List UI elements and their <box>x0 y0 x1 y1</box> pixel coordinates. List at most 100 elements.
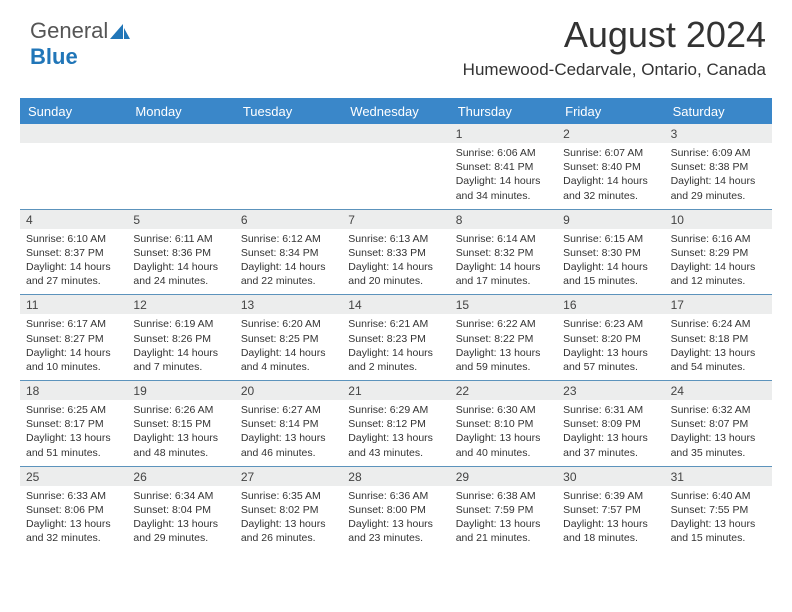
daylight-text-2: and 12 minutes. <box>671 274 766 288</box>
sunset-text: Sunset: 8:07 PM <box>671 417 766 431</box>
daylight-text-2: and 4 minutes. <box>241 360 336 374</box>
sunrise-text: Sunrise: 6:22 AM <box>456 317 551 331</box>
daynum-row: 45678910 <box>20 209 772 229</box>
day-header: Friday <box>557 98 664 124</box>
daylight-text-2: and 37 minutes. <box>563 446 658 460</box>
daylight-text-2: and 32 minutes. <box>563 189 658 203</box>
daylight-text-2: and 15 minutes. <box>563 274 658 288</box>
daylight-text-2: and 2 minutes. <box>348 360 443 374</box>
day-number: 19 <box>127 381 234 400</box>
sunset-text: Sunset: 8:17 PM <box>26 417 121 431</box>
daylight-text-1: Daylight: 14 hours <box>563 174 658 188</box>
day-number: 7 <box>342 210 449 229</box>
details-row: Sunrise: 6:25 AMSunset: 8:17 PMDaylight:… <box>20 400 772 466</box>
day-cell: Sunrise: 6:11 AMSunset: 8:36 PMDaylight:… <box>127 229 234 295</box>
day-number <box>235 124 342 143</box>
day-cell: Sunrise: 6:19 AMSunset: 8:26 PMDaylight:… <box>127 314 234 380</box>
daylight-text-2: and 43 minutes. <box>348 446 443 460</box>
day-number: 6 <box>235 210 342 229</box>
daylight-text-2: and 57 minutes. <box>563 360 658 374</box>
sunset-text: Sunset: 8:27 PM <box>26 332 121 346</box>
daylight-text-2: and 24 minutes. <box>133 274 228 288</box>
sunrise-text: Sunrise: 6:15 AM <box>563 232 658 246</box>
logo: General Blue <box>30 18 130 70</box>
day-header-row: Sunday Monday Tuesday Wednesday Thursday… <box>20 98 772 124</box>
day-number <box>20 124 127 143</box>
sunrise-text: Sunrise: 6:07 AM <box>563 146 658 160</box>
weeks-container: 123 Sunrise: 6:06 AMSunset: 8:41 PM Daylig… <box>20 124 772 551</box>
day-cell: Sunrise: 6:12 AMSunset: 8:34 PMDaylight:… <box>235 229 342 295</box>
day-header: Sunday <box>20 98 127 124</box>
day-cell: Sunrise: 6:22 AMSunset: 8:22 PMDaylight:… <box>450 314 557 380</box>
day-number: 1 <box>450 124 557 143</box>
daylight-text-1: Daylight: 13 hours <box>133 431 228 445</box>
day-number: 29 <box>450 467 557 486</box>
daylight-text-1: Daylight: 13 hours <box>348 431 443 445</box>
day-cell: Sunrise: 6:20 AMSunset: 8:25 PMDaylight:… <box>235 314 342 380</box>
daynum-row: 18192021222324 <box>20 380 772 400</box>
daylight-text-1: Daylight: 13 hours <box>26 431 121 445</box>
sunrise-text: Sunrise: 6:20 AM <box>241 317 336 331</box>
day-number: 5 <box>127 210 234 229</box>
daylight-text-1: Daylight: 14 hours <box>671 174 766 188</box>
sunrise-text: Sunrise: 6:36 AM <box>348 489 443 503</box>
daylight-text-2: and 10 minutes. <box>26 360 121 374</box>
day-cell: Sunrise: 6:34 AMSunset: 8:04 PMDaylight:… <box>127 486 234 552</box>
daylight-text-2: and 32 minutes. <box>26 531 121 545</box>
sunrise-text: Sunrise: 6:09 AM <box>671 146 766 160</box>
day-cell: Sunrise: 6:40 AMSunset: 7:55 PMDaylight:… <box>665 486 772 552</box>
sunset-text: Sunset: 8:30 PM <box>563 246 658 260</box>
day-cell: Sunrise: 6:24 AMSunset: 8:18 PMDaylight:… <box>665 314 772 380</box>
details-row: Sunrise: 6:10 AMSunset: 8:37 PMDaylight:… <box>20 229 772 295</box>
daylight-text-2: and 17 minutes. <box>456 274 551 288</box>
daylight-text-1: Daylight: 14 hours <box>26 260 121 274</box>
daylight-text-2: and 51 minutes. <box>26 446 121 460</box>
daylight-text-1: Daylight: 13 hours <box>133 517 228 531</box>
sunset-text: Sunset: 8:10 PM <box>456 417 551 431</box>
sunrise-text: Sunrise: 6:21 AM <box>348 317 443 331</box>
sunset-text: Sunset: 8:38 PM <box>671 160 766 174</box>
location-label: Humewood-Cedarvale, Ontario, Canada <box>463 60 766 80</box>
details-row: Sunrise: 6:33 AMSunset: 8:06 PMDaylight:… <box>20 486 772 552</box>
day-number: 27 <box>235 467 342 486</box>
daylight-text-2: and 54 minutes. <box>671 360 766 374</box>
daylight-text-2: and 22 minutes. <box>241 274 336 288</box>
sunset-text: Sunset: 8:15 PM <box>133 417 228 431</box>
day-header: Tuesday <box>235 98 342 124</box>
sunrise-text: Sunrise: 6:35 AM <box>241 489 336 503</box>
day-number: 4 <box>20 210 127 229</box>
day-cell: Sunrise: 6:35 AMSunset: 8:02 PMDaylight:… <box>235 486 342 552</box>
sunset-text: Sunset: 7:59 PM <box>456 503 551 517</box>
sunrise-text: Sunrise: 6:26 AM <box>133 403 228 417</box>
day-number: 11 <box>20 295 127 314</box>
day-number: 24 <box>665 381 772 400</box>
daylight-text-2: and 27 minutes. <box>26 274 121 288</box>
sunset-text: Sunset: 8:20 PM <box>563 332 658 346</box>
day-number: 17 <box>665 295 772 314</box>
day-cell: Sunrise: 6:39 AMSunset: 7:57 PMDaylight:… <box>557 486 664 552</box>
daynum-row: 123 <box>20 124 772 143</box>
day-cell <box>127 143 234 209</box>
day-cell: Sunrise: 6:38 AMSunset: 7:59 PMDaylight:… <box>450 486 557 552</box>
day-cell: Sunrise: 6:36 AMSunset: 8:00 PMDaylight:… <box>342 486 449 552</box>
day-cell: Sunrise: 6:10 AMSunset: 8:37 PMDaylight:… <box>20 229 127 295</box>
sunset-text: Sunset: 8:41 PM <box>456 160 551 174</box>
daylight-text-1: Daylight: 13 hours <box>563 517 658 531</box>
day-cell <box>235 143 342 209</box>
daylight-text-1: Daylight: 13 hours <box>241 431 336 445</box>
sunrise-text: Sunrise: 6:40 AM <box>671 489 766 503</box>
daylight-text-1: Daylight: 14 hours <box>456 260 551 274</box>
day-number: 15 <box>450 295 557 314</box>
sunset-text: Sunset: 8:06 PM <box>26 503 121 517</box>
sunset-text: Sunset: 7:57 PM <box>563 503 658 517</box>
daylight-text-2: and 46 minutes. <box>241 446 336 460</box>
daylight-text-2: and 18 minutes. <box>563 531 658 545</box>
day-cell: Sunrise: 6:17 AMSunset: 8:27 PMDaylight:… <box>20 314 127 380</box>
sunrise-text: Sunrise: 6:29 AM <box>348 403 443 417</box>
sunrise-text: Sunrise: 6:06 AM <box>456 146 551 160</box>
day-cell: Sunrise: 6:14 AMSunset: 8:32 PMDaylight:… <box>450 229 557 295</box>
day-number: 22 <box>450 381 557 400</box>
logo-text-1: General <box>30 18 108 43</box>
daylight-text-2: and 40 minutes. <box>456 446 551 460</box>
daylight-text-1: Daylight: 13 hours <box>563 346 658 360</box>
